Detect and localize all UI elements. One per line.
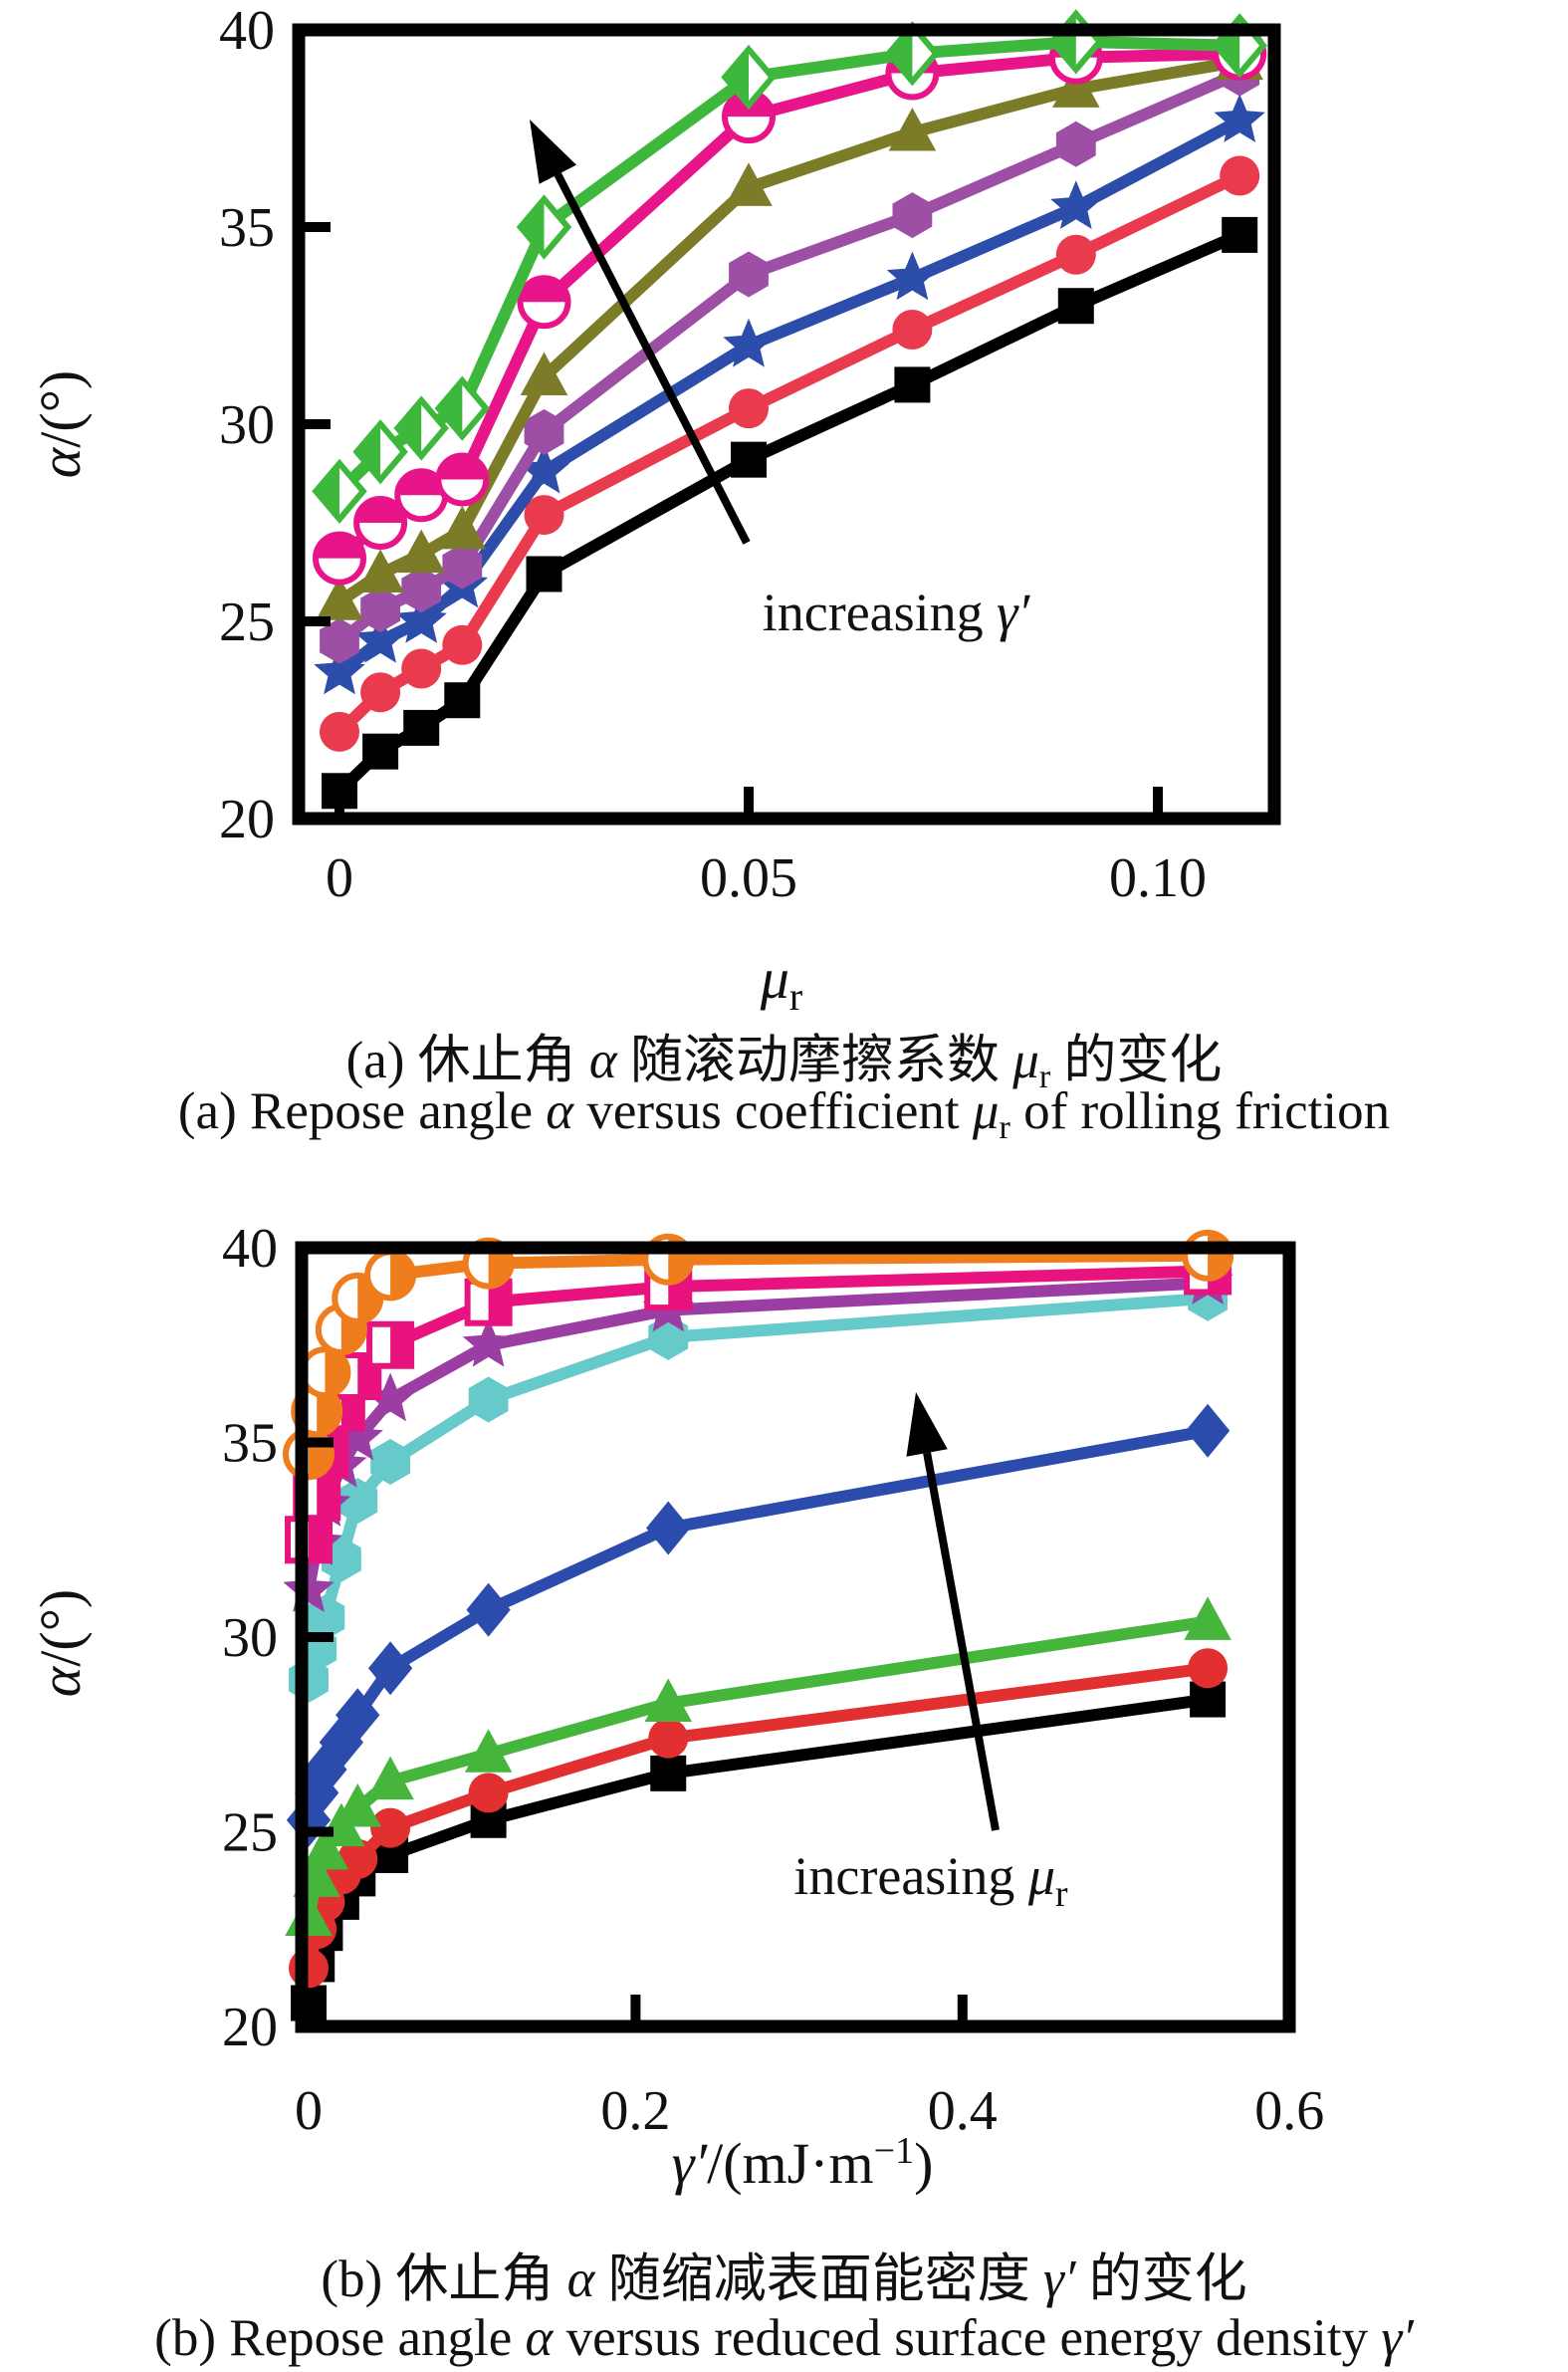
x-tick-label: 0.05	[700, 847, 797, 909]
y-tick-label: 20	[222, 1997, 278, 2058]
x-tick-label: 0.2	[600, 2080, 670, 2142]
x-axis-label-a: μr	[760, 946, 802, 1019]
series-mu-level-3	[285, 1596, 1232, 1937]
chart-panel-a: 0 0.05 0.10 20 25 30 35 40 α/(°) μr increasing …	[28, 0, 1281, 1019]
y-tick-label: 30	[222, 1607, 278, 1669]
caption-a-zh: (a) 休止角 α 随滚动摩擦系数 μr 的变化	[345, 1032, 1223, 1095]
trend-arrow	[530, 119, 751, 545]
series-gamma-level-2	[320, 155, 1260, 752]
series-gamma-level-4	[320, 50, 1260, 664]
plot-border	[295, 1241, 1296, 2033]
y-tick-label: 30	[219, 394, 275, 456]
series-gamma-level-3	[314, 94, 1265, 695]
caption-b-zh: (b) 休止角 α 随缩减表面能密度 γ′ 的变化	[321, 2251, 1247, 2308]
plot-border	[292, 23, 1281, 826]
y-tick-label: 40	[222, 1218, 278, 1280]
x-tick-label: 0	[295, 2080, 323, 2142]
y-axis-label-a: α/(°)	[28, 370, 93, 478]
y-tick-label: 40	[219, 0, 275, 62]
y-tick-label: 20	[219, 789, 275, 850]
annotation-increasing-mu-r: increasing μr	[793, 1846, 1068, 1915]
y-tick-label: 25	[219, 592, 275, 653]
annotation-increasing-gamma: increasing γ′	[763, 583, 1031, 642]
y-axis-label-b: α/(°)	[28, 1589, 93, 1697]
series-gamma-level-6	[313, 26, 1267, 586]
series-gamma-level-1	[322, 216, 1258, 810]
y-tick-label: 25	[222, 1802, 278, 1864]
series-mu-level-2	[289, 1648, 1229, 1989]
x-tick-label: 0	[326, 847, 353, 909]
trend-arrow	[906, 1392, 1000, 1831]
x-tick-label: 0.4	[928, 2080, 998, 2142]
plot-area-a: 0 0.05 0.10 20 25 30 35 40	[219, 0, 1281, 909]
caption-b-en: (b) Repose angle α versus reduced surfac…	[154, 2309, 1414, 2367]
plot-area-b: 0 0.2 0.4 0.6 20 25 30 35 40	[222, 1218, 1324, 2142]
series-gamma-level-7	[312, 9, 1267, 524]
x-tick-label: 0.6	[1254, 2080, 1324, 2142]
y-tick-label: 35	[219, 197, 275, 259]
x-axis-label-b: γ′/(mJ·m−1)	[672, 2130, 934, 2196]
y-tick-label: 35	[222, 1413, 278, 1475]
caption-a-en: (a) Repose angle α versus coefficient μr…	[177, 1082, 1391, 1146]
chart-panel-b: 0 0.2 0.4 0.6 20 25 30 35 40 α/(°) γ′/(mJ·m−1) i…	[28, 1218, 1324, 2196]
x-tick-label: 0.10	[1109, 847, 1207, 909]
series-mu-level-4	[286, 1403, 1231, 1847]
series-gamma-level-5	[316, 36, 1263, 620]
